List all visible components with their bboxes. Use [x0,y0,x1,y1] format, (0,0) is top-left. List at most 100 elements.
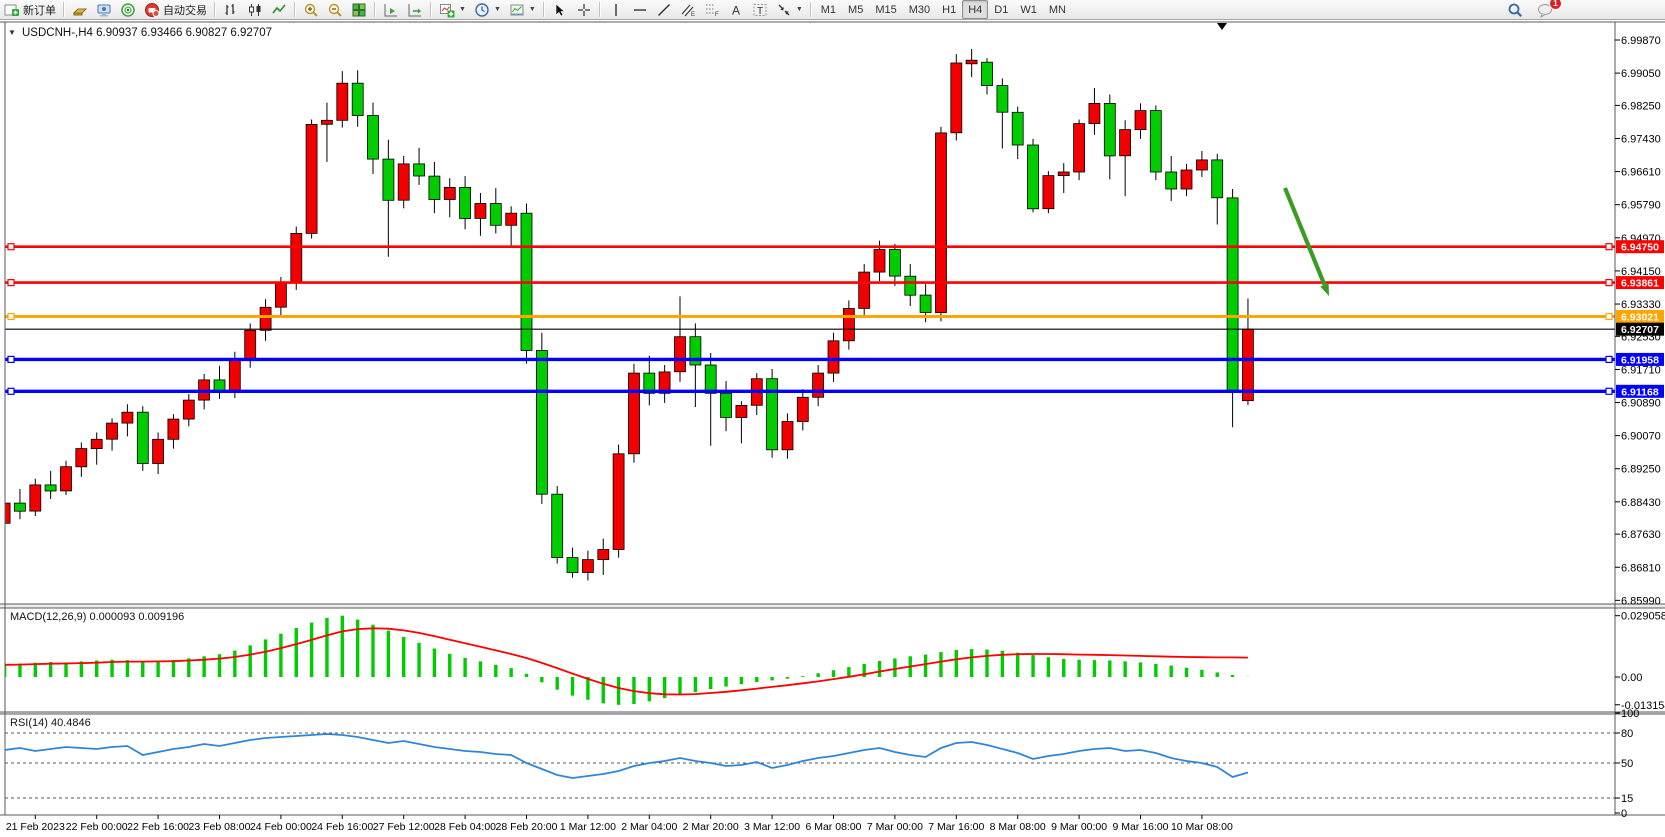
price-tag [1616,384,1664,398]
macd-axis-label: 0.00 [1621,672,1642,684]
svg-text:10 Mar 08:00: 10 Mar 08:00 [1171,821,1233,833]
rsi-axis-label: 50 [1621,758,1633,770]
notification-badge: 1 [1549,0,1562,10]
search-button[interactable] [1503,0,1527,20]
rsi-axis-label: 15 [1621,793,1633,805]
svg-text:E: E [691,12,695,18]
vline-icon [608,2,624,18]
chevron-down-icon[interactable]: ▼ [459,6,466,13]
toolbar-separator [809,2,812,17]
fibonacci-button[interactable]: F [700,0,724,20]
toolbar-group-draw: E F A T ▼ [604,0,807,20]
candlestick-icon [247,2,263,18]
hline-handle[interactable] [1605,279,1613,287]
svg-text:1 Mar 12:00: 1 Mar 12:00 [560,821,616,833]
zoom-out-icon [327,2,343,18]
timeframe-h4-button[interactable]: H4 [962,0,989,19]
svg-text:6.86810: 6.86810 [1621,562,1661,574]
macd-axis-label: -0.013154 [1621,700,1665,712]
zoom-in-icon [303,2,319,18]
crosshair-button[interactable] [572,0,596,20]
equidistant-channel-button[interactable]: E [676,0,700,20]
symbol-title: USDCNH-,H4 6.90937 6.93466 6.90827 6.927… [22,27,272,39]
new-order-button[interactable]: 新订单 [0,0,60,20]
chart-window[interactable]: 6.99870 6.99050 6.98250 6.97430 6.96610 6.957… [0,20,1665,837]
chevron-down-icon[interactable]: ▼ [795,6,803,13]
auto-trading-button[interactable]: 自动交易 [140,0,211,20]
svg-text:22 Feb 00:00: 22 Feb 00:00 [66,821,128,833]
autotrading-icon [144,2,160,18]
toolbar-group-order: 新订单 [0,0,60,20]
templates-button[interactable]: ▼ [505,0,540,20]
hline-handle[interactable] [7,243,15,251]
data-window-button[interactable] [92,0,116,20]
zoom-in-button[interactable] [299,0,323,20]
horizontal-line-button[interactable] [628,0,652,20]
hline-handle[interactable] [1605,387,1613,395]
svg-text:6.94150: 6.94150 [1621,266,1661,278]
hline-handle[interactable] [7,355,15,363]
arrows-icon [776,2,792,18]
svg-text:9 Mar 00:00: 9 Mar 00:00 [1051,821,1107,833]
timeframe-m15-button[interactable]: M15 [875,3,897,16]
hline-handle[interactable] [1605,243,1613,251]
cursor-button[interactable] [548,0,572,20]
timeframe-mn-button[interactable]: MN [1048,3,1066,16]
arrows-button[interactable]: ▼ [772,0,807,20]
indicators-button[interactable]: ▼ [435,0,470,20]
svg-text:6.93021: 6.93021 [1621,312,1659,324]
auto-scroll-button[interactable] [379,0,403,20]
vertical-line-button[interactable] [604,0,628,20]
svg-text:6.97430: 6.97430 [1621,134,1661,146]
timeframe-d1-button[interactable]: D1 [994,3,1009,16]
svg-text:21 Feb 2023: 21 Feb 2023 [6,821,65,833]
svg-text:F: F [715,12,719,18]
hline-handle[interactable] [7,387,15,395]
market-watch-button[interactable] [68,0,92,20]
zoom-out-button[interactable] [323,0,347,20]
text-label-button[interactable]: T [748,0,772,20]
date-axis[interactable]: 21 Feb 2023 22 Feb 00:00 22 Feb 16:00 23 Fe… [6,815,1233,833]
chevron-down-icon[interactable]: ▼ [528,6,536,13]
trendline-icon [656,2,672,18]
chevron-down-icon[interactable]: ▼ [493,6,501,13]
toolbar-separator [430,2,432,17]
price-axis[interactable]: 6.99870 6.99050 6.98250 6.97430 6.96610 6.957… [1615,35,1664,607]
navigator-button[interactable] [116,0,140,20]
hline-handle[interactable] [1605,312,1613,321]
hline-handle[interactable] [7,312,15,321]
trendline-button[interactable] [652,0,676,20]
trend-arrow-annotation[interactable] [1283,187,1329,296]
line-chart-button[interactable] [267,0,291,20]
hline-handle[interactable] [1605,355,1613,363]
timeframe-m5-button[interactable]: M5 [848,3,864,16]
auto-scroll-icon [383,2,399,18]
auto-trading-label: 自动交易 [163,4,207,17]
toolbar-group-scroll [379,0,427,20]
chart-shift-button[interactable] [403,0,427,20]
chart-canvas[interactable]: 6.99870 6.99050 6.98250 6.97430 6.96610 6.957… [0,20,1665,837]
timeframe-m30-button[interactable]: M30 [908,3,931,16]
timeframe-m1-button[interactable]: M1 [820,3,837,16]
text-button[interactable]: A [724,0,748,20]
timeframe-w1-button[interactable]: W1 [1020,3,1037,16]
svg-text:A: A [732,3,740,17]
price-tag [1616,352,1664,366]
svg-text:6.99870: 6.99870 [1621,35,1661,47]
notifications-button[interactable]: 1 [1533,0,1562,20]
price-tag [1616,276,1664,290]
hline-handle[interactable] [7,279,15,287]
bar-chart-button[interactable] [219,0,243,20]
toolbar-separator [598,2,601,17]
svg-text:6.93861: 6.93861 [1621,278,1659,290]
timeframe-h1-button[interactable]: H1 [942,3,957,16]
chart-expander-icon[interactable]: ▼ [8,28,16,37]
svg-text:9 Mar 16:00: 9 Mar 16:00 [1112,821,1168,833]
chart-shift-marker[interactable] [1217,23,1227,30]
svg-text:27 Feb 12:00: 27 Feb 12:00 [373,821,435,833]
text-icon: A [728,2,744,18]
candlestick-chart-button[interactable] [243,0,267,20]
chart-shift-icon [407,2,423,18]
tile-windows-button[interactable] [347,0,371,20]
periods-button[interactable]: ▼ [470,0,505,20]
